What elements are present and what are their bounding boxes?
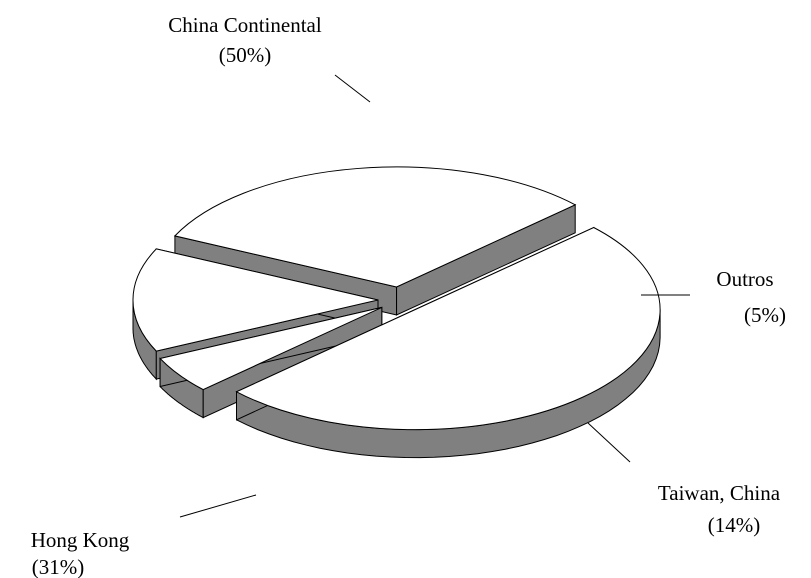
leader-line-china-continental bbox=[334, 74, 371, 103]
pie-slices bbox=[132, 166, 661, 459]
slice-top-taiwan-china bbox=[132, 248, 379, 352]
slice-top-outros bbox=[159, 306, 383, 391]
slice-china-continental bbox=[235, 226, 661, 459]
label-name-outros: Outros bbox=[716, 267, 773, 291]
leader-line-taiwan bbox=[587, 422, 631, 463]
label-name-hong-kong: Hong Kong bbox=[31, 528, 130, 552]
label-percent-taiwan: (14%) bbox=[708, 513, 760, 537]
slice-top-china-continental bbox=[235, 226, 661, 431]
label-percent-outros: (5%) bbox=[744, 303, 786, 327]
label-percent-hong-kong: (31%) bbox=[32, 555, 84, 578]
leader-line-hong-kong bbox=[179, 494, 257, 518]
label-percent-china-continental: (50%) bbox=[219, 43, 271, 67]
label-name-taiwan: Taiwan, China bbox=[658, 481, 781, 505]
slice-top-hong-kong bbox=[173, 166, 577, 288]
label-name-china-continental: China Continental bbox=[168, 13, 322, 37]
